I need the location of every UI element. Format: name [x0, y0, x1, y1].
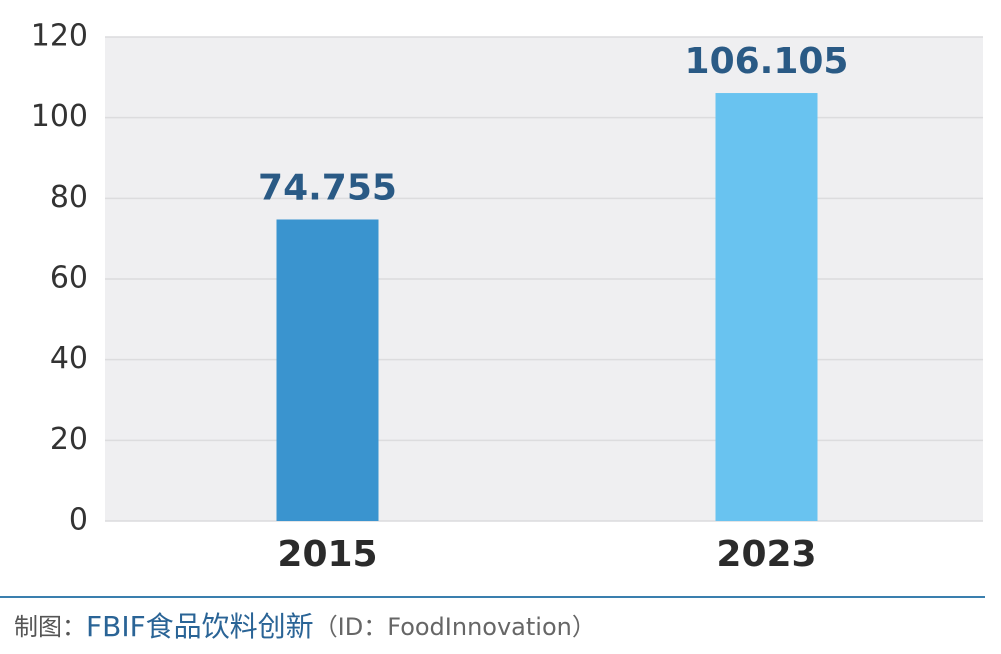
y-tick-label: 80: [50, 180, 88, 215]
footer: 制图：FBIF食品饮料创新（ID：FoodInnovation）: [14, 610, 596, 643]
x-tick-label: 2015: [277, 534, 377, 575]
y-tick-label: 100: [31, 99, 88, 134]
y-tick-label: 20: [50, 422, 88, 457]
value-label: 106.105: [685, 41, 849, 82]
y-tick-label: 0: [69, 503, 88, 538]
plot: 0 20 40 60 80 100 120 2015 74.755 2023 106.105: [31, 19, 983, 575]
footer-label: 制图：: [14, 613, 86, 641]
bar: [715, 93, 818, 522]
x-tick-label: 2023: [716, 534, 816, 575]
y-tick-label: 40: [50, 341, 88, 376]
value-label: 74.755: [258, 167, 397, 208]
y-tick-label: 120: [31, 19, 88, 54]
bar: [276, 219, 379, 521]
footer-id: （ID：FoodInnovation）: [314, 613, 596, 641]
footer-brand: FBIF食品饮料创新: [86, 610, 314, 643]
y-tick-label: 60: [50, 261, 88, 296]
